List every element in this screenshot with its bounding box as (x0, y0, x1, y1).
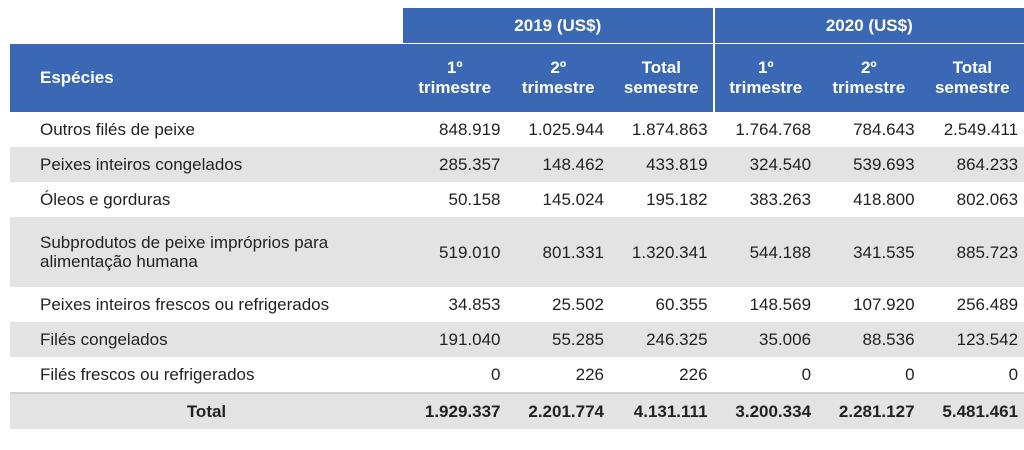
value-cell: 1.874.863 (631, 120, 708, 139)
value-cell: 418.800 (853, 190, 915, 209)
value-cell: 226 (575, 365, 604, 384)
col-label-line1: 1º (446, 58, 463, 77)
table-row: Peixes inteiros congelados 285.357 148.4… (10, 147, 1024, 182)
value-cell: 60.355 (655, 295, 708, 314)
value-cell: 55.285 (506, 322, 610, 357)
value-cell: 148.569 (749, 295, 812, 314)
species-name: Peixes inteiros congelados (10, 147, 403, 182)
value-cell: 433.819 (610, 147, 714, 182)
col-label-line2: trimestre (418, 78, 492, 97)
value-cell: 539.693 (817, 147, 921, 182)
value-cell: 145.024 (542, 190, 604, 209)
col-2020-q2: 2º trimestre (817, 43, 921, 112)
total-value-cell: 2.281.127 (817, 392, 921, 429)
value-cell: 519.010 (403, 217, 507, 287)
species-column-header: Espécies (10, 43, 403, 112)
value-cell: 246.325 (610, 322, 714, 357)
value-cell: 0 (801, 365, 812, 384)
col-label-line1: 2º (550, 58, 567, 77)
col-2020-q1: 1º trimestre (712, 43, 818, 112)
species-name-line2: alimentação humana (40, 252, 198, 271)
col-label-line1: 1º (757, 58, 774, 77)
col-2019-q1: 1º trimestre (403, 43, 507, 112)
value-cell: 256.489 (956, 295, 1019, 314)
value-cell: 383.263 (749, 190, 812, 209)
species-name: Peixes inteiros frescos ou refrigerados (40, 295, 330, 314)
table-row: Óleos e gorduras 50.158 145.024 195.182 … (10, 182, 1024, 217)
year-2019-header: 2019 (US$) (403, 8, 714, 44)
header-spacer (10, 8, 403, 44)
value-cell: 1.025.944 (528, 120, 604, 139)
species-name: Óleos e gorduras (40, 190, 171, 209)
col-label-line2: trimestre (729, 78, 803, 97)
value-cell: 285.357 (403, 147, 507, 182)
value-cell: 802.063 (956, 190, 1019, 209)
value-cell: 2.549.411 (943, 120, 1019, 139)
col-label-line1: 2º (860, 58, 877, 77)
value-cell: 191.040 (403, 322, 507, 357)
value-cell: 801.331 (506, 217, 610, 287)
value-cell: 0 (1008, 365, 1019, 384)
col-label-line2: trimestre (832, 78, 906, 97)
total-value-cell: 3.200.334 (713, 392, 818, 429)
value-cell: 864.233 (920, 147, 1024, 182)
value-cell: 226 (679, 365, 708, 384)
value-cell: 341.535 (817, 217, 921, 287)
col-label-line2: trimestre (521, 78, 595, 97)
species-name-line1: Subprodutos de peixe impróprios para (40, 233, 329, 252)
value-cell: 0 (491, 365, 501, 384)
species-name: Subprodutos de peixe impróprios para alim… (10, 217, 403, 287)
col-2019-total: Total semestre (610, 43, 714, 112)
col-label-line1: Total (641, 58, 681, 77)
total-row: Total 1.929.337 2.201.774 4.131.111 3.20… (10, 392, 1024, 429)
species-name: Outros filés de peixe (40, 120, 195, 139)
total-value-cell: 1.929.337 (403, 392, 507, 429)
value-cell: 123.542 (920, 322, 1024, 357)
value-cell: 25.502 (552, 295, 604, 314)
species-export-table: 2019 (US$) 2020 (US$) Espécies 1º trimest… (10, 8, 1024, 429)
value-cell: 88.536 (817, 322, 921, 357)
table-row: Filés frescos ou refrigerados 0 226 226 … (10, 357, 1024, 393)
total-label: Total (10, 392, 403, 429)
col-label-line2: semestre (623, 78, 699, 97)
table-row: Subprodutos de peixe impróprios para alim… (10, 217, 1024, 287)
value-cell: 848.919 (439, 120, 501, 139)
table-row: Filés congelados 191.040 55.285 246.325 … (10, 322, 1024, 357)
value-cell: 544.188 (713, 217, 818, 287)
table-row: Peixes inteiros frescos ou refrigerados … (10, 287, 1024, 322)
year-2020-header: 2020 (US$) (712, 8, 1024, 44)
value-cell: 50.158 (448, 190, 501, 209)
total-value-cell: 5.481.461 (920, 392, 1024, 429)
value-cell: 0 (905, 365, 915, 384)
value-cell: 784.643 (853, 120, 915, 139)
col-2020-total: Total semestre (920, 43, 1024, 112)
value-cell: 107.920 (853, 295, 915, 314)
value-cell: 1.764.768 (735, 120, 812, 139)
value-cell: 148.462 (506, 147, 610, 182)
value-cell: 1.320.341 (610, 217, 714, 287)
value-cell: 34.853 (448, 295, 501, 314)
species-name: Filés congelados (10, 322, 403, 357)
total-value-cell: 2.201.774 (506, 392, 610, 429)
value-cell: 885.723 (920, 217, 1024, 287)
col-label-line1: Total (952, 58, 992, 77)
value-cell: 324.540 (713, 147, 818, 182)
value-cell: 35.006 (713, 322, 818, 357)
total-value-cell: 4.131.111 (610, 392, 714, 429)
column-header-row: Espécies 1º trimestre 2º trimestre Total se… (10, 43, 1024, 112)
col-2019-q2: 2º trimestre (506, 43, 610, 112)
col-label-line2: semestre (934, 78, 1010, 97)
species-name: Filés frescos ou refrigerados (40, 365, 255, 384)
table-row: Outros filés de peixe 848.919 1.025.944 … (10, 112, 1024, 147)
year-header-row: 2019 (US$) 2020 (US$) (10, 8, 1024, 44)
value-cell: 195.182 (646, 190, 708, 209)
